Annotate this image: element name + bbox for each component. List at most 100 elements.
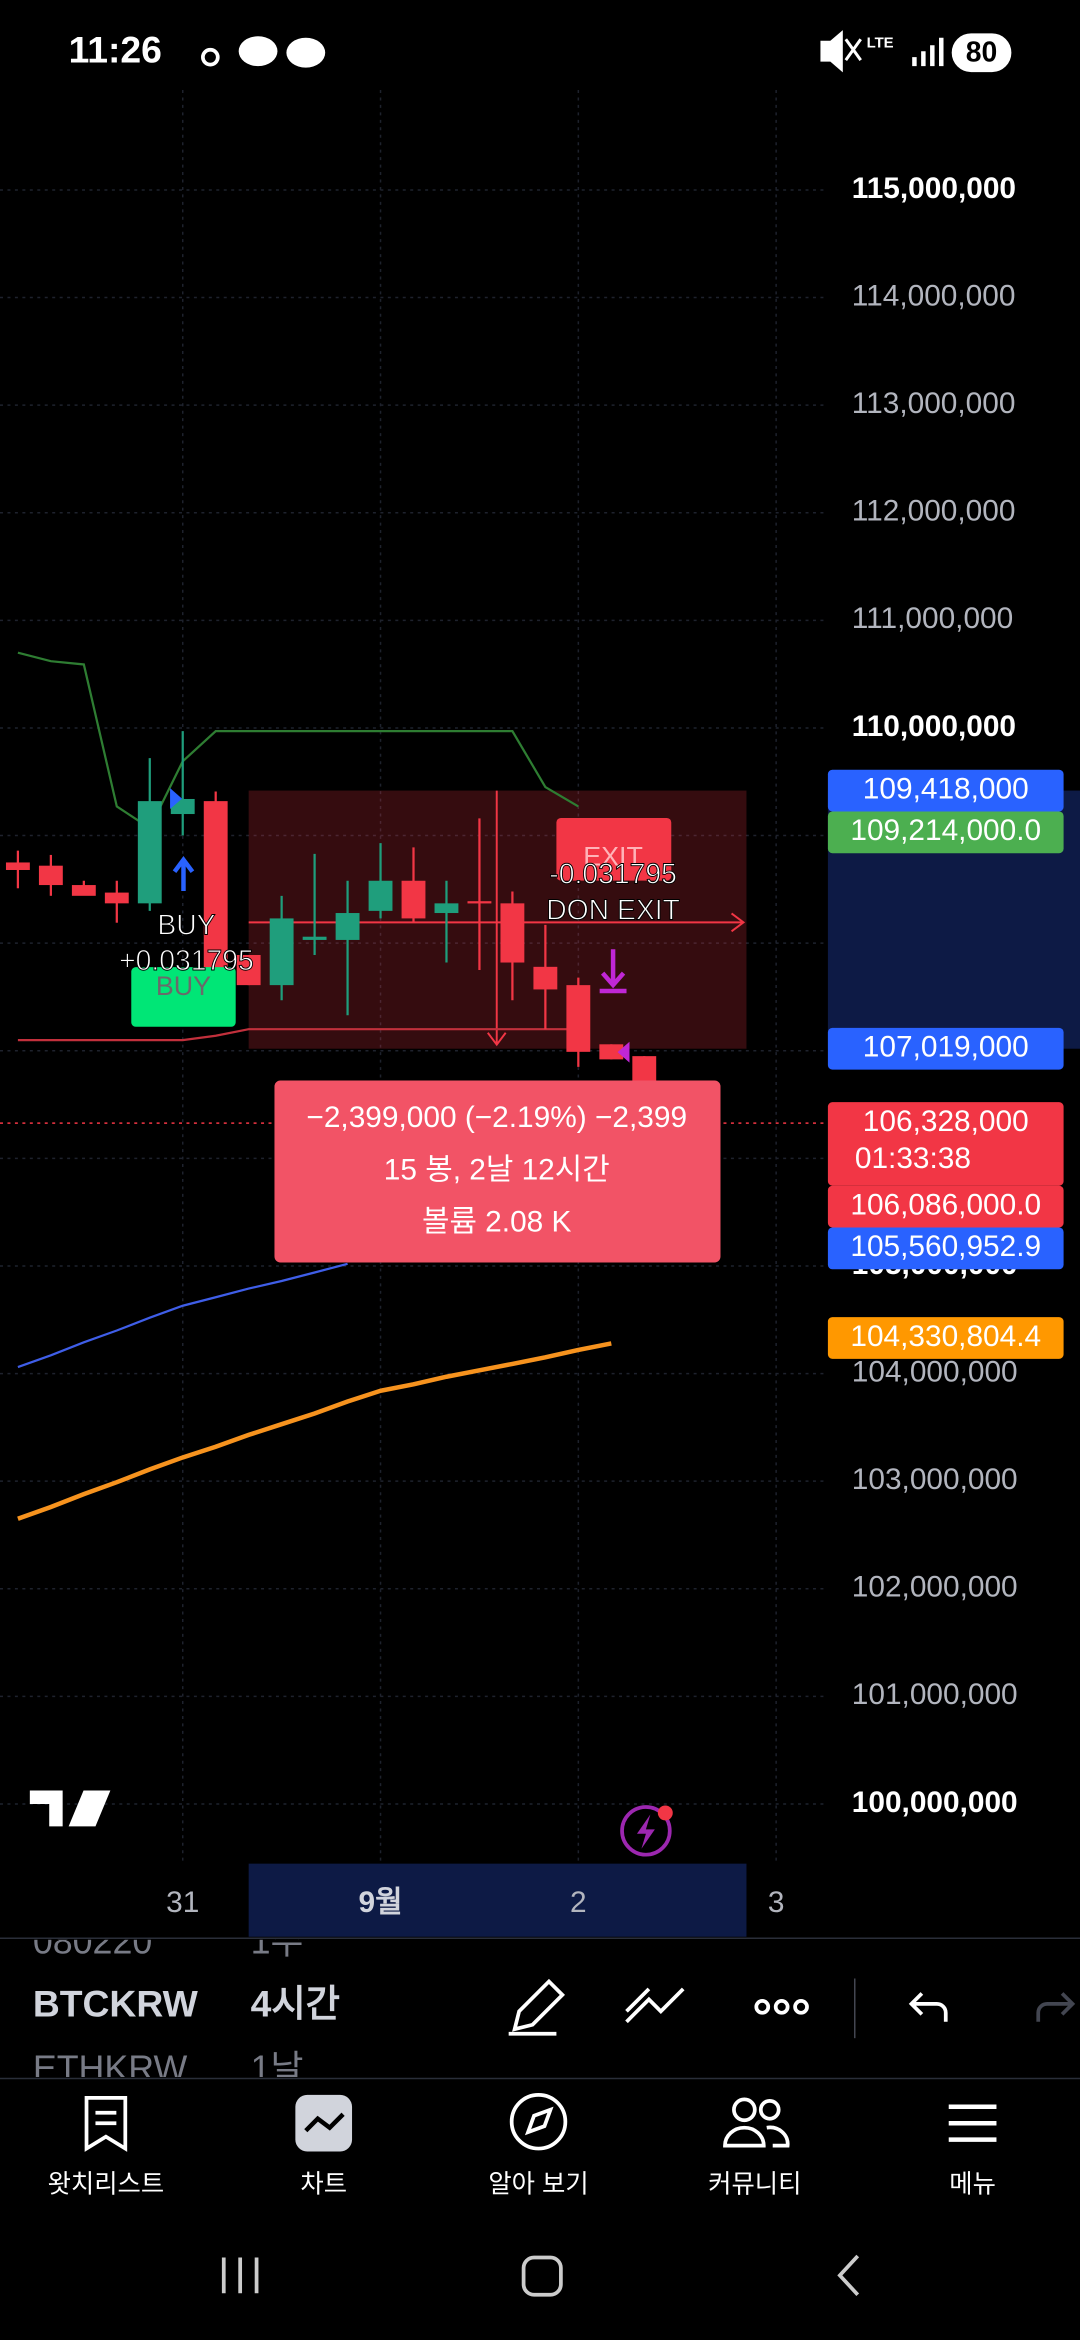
- candle-body: [71, 885, 96, 896]
- battery-level: 80: [966, 37, 998, 69]
- axis-highlight: [248, 1863, 747, 1937]
- candle-body: [38, 865, 63, 886]
- interval[interactable]: 1날: [251, 2048, 304, 2088]
- measure-tooltip: [274, 1080, 721, 1263]
- price-label: 109,214,000.0: [850, 814, 1041, 847]
- x-tick-label: 9월: [359, 1886, 403, 1919]
- community-icon: [723, 2097, 790, 2148]
- x-tick-label: 3: [768, 1886, 785, 1919]
- candle-body: [434, 903, 459, 914]
- candle-body: [533, 966, 558, 990]
- exit-value: -0.031795: [549, 859, 677, 891]
- interval[interactable]: 4시간: [251, 1983, 340, 2025]
- y-tick-label: 101,000,000: [852, 1678, 1018, 1711]
- tooltip-line: 볼륨 2.08 K: [422, 1206, 572, 1239]
- indicator-line: [17, 1341, 612, 1521]
- status-icon: [286, 37, 326, 68]
- redo-button[interactable]: [1036, 1992, 1076, 2022]
- y-tick-label: 104,000,000: [852, 1355, 1018, 1388]
- price-label: 109,418,000: [863, 772, 1029, 805]
- price-label-box: [827, 1317, 1064, 1359]
- price-label-box: [827, 1185, 1064, 1228]
- exit-box: [556, 817, 672, 881]
- more-button[interactable]: [754, 1999, 809, 2015]
- symbol-list: 080220 1주 BTCKRW 4시간 ETHKRW 1날: [33, 1922, 340, 2088]
- y-tick-label: 110,000,000: [852, 710, 1016, 743]
- symbol[interactable]: ETHKRW: [33, 2048, 188, 2088]
- y-tick-label: 113,000,000: [852, 387, 1016, 420]
- lines-button[interactable]: [625, 1987, 685, 2024]
- candle-body: [302, 936, 327, 940]
- tv-logo: [29, 1790, 111, 1827]
- nav-label[interactable]: 메뉴: [949, 2171, 996, 2199]
- explore-icon: [509, 2092, 568, 2151]
- alert-dot: [657, 1805, 673, 1821]
- price-label: 105,560,952.9: [850, 1230, 1041, 1263]
- candle-body: [203, 801, 228, 986]
- candle-body: [368, 880, 393, 911]
- exit-label: DON EXIT: [546, 894, 680, 926]
- candle-body: [269, 918, 294, 986]
- y-tick-label: 102,000,000: [852, 1571, 1018, 1604]
- x-tick-label: 31: [166, 1886, 199, 1919]
- mute-icon: [820, 30, 862, 73]
- price-label-box: [827, 1102, 1064, 1186]
- alert-button[interactable]: [620, 1805, 672, 1857]
- status-icon: [238, 36, 278, 67]
- buy-value: +0.031795: [119, 945, 254, 977]
- x-tick-label: 2: [570, 1886, 587, 1919]
- indicator-line: [17, 1262, 348, 1369]
- price-label-box: [827, 769, 1064, 812]
- exit-box-text: EXIT: [583, 841, 643, 871]
- nav-label[interactable]: 커뮤니티: [708, 2171, 801, 2199]
- candle-body: [599, 1044, 624, 1060]
- candle-body: [500, 903, 525, 963]
- countdown: 01:33:38: [855, 1142, 971, 1175]
- y-tick-label: 112,000,000: [852, 495, 1016, 528]
- candle-body: [236, 954, 261, 986]
- nav-label[interactable]: 왓치리스트: [48, 2171, 165, 2199]
- measure-arrow: [248, 790, 746, 1047]
- tooltip-line: 15 봉, 2날 12시간: [384, 1153, 610, 1186]
- price-label-box: [827, 1227, 1064, 1270]
- indicator-line: [17, 1028, 579, 1042]
- y-tick-label: 103,000,000: [852, 1463, 1018, 1496]
- buy-arrow: [172, 855, 195, 892]
- candle-body: [335, 913, 360, 940]
- status-time: 11:26: [69, 29, 162, 71]
- candle-body: [137, 801, 162, 904]
- draw-button[interactable]: [508, 1978, 566, 2036]
- indicator-line: [17, 651, 579, 830]
- candle-body: [401, 880, 426, 919]
- y-tick-label: 100,000,000: [852, 1786, 1018, 1819]
- y-tick-label: 111,000,000: [852, 602, 1013, 635]
- price-label-box: [827, 811, 1064, 854]
- y-tick-label: 114,000,000: [852, 279, 1016, 312]
- alert-icon: [636, 1814, 655, 1849]
- home-button[interactable]: [521, 2255, 563, 2297]
- marker: [617, 1041, 630, 1063]
- network-type: LTE: [867, 36, 894, 52]
- nav-label[interactable]: 차트: [300, 2171, 347, 2199]
- marker: [170, 788, 182, 810]
- watchlist-icon: [84, 2095, 128, 2152]
- candle-body: [104, 892, 129, 904]
- undo-button[interactable]: [908, 1992, 948, 2022]
- signal-icon: [912, 37, 944, 67]
- explore-icon: [524, 2106, 554, 2136]
- symbol[interactable]: 080220: [33, 1922, 152, 1962]
- status-icon: [201, 47, 220, 67]
- candle-body: [5, 862, 30, 870]
- nav-label[interactable]: 알아 보기: [488, 2171, 588, 2199]
- interval[interactable]: 1주: [251, 1922, 304, 1962]
- symbol[interactable]: BTCKRW: [33, 1983, 199, 2025]
- price-label: 106,328,000: [863, 1105, 1029, 1138]
- recents-button[interactable]: [221, 2257, 259, 2294]
- tooltip-line: −2,399,000 (−2.19%) −2,399: [306, 1101, 687, 1134]
- exit-arrow: [599, 949, 627, 994]
- back-button[interactable]: [837, 2254, 860, 2297]
- price-label-box: [827, 1027, 1064, 1070]
